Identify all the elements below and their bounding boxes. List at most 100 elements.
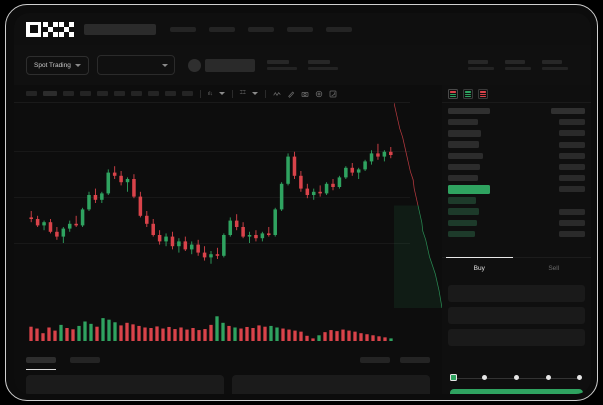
orderbook-amount-cell [559, 119, 585, 126]
panel-left[interactable] [26, 375, 224, 394]
orderbook-row[interactable] [448, 141, 585, 149]
trading-pair-dropdown[interactable] [96, 55, 175, 75]
timeframe-1mo[interactable] [165, 91, 176, 96]
amount-percent-slider[interactable] [450, 373, 583, 383]
timeframe-1m[interactable] [26, 91, 37, 96]
panel-right[interactable] [232, 375, 430, 394]
orderbook-amount-cell [559, 152, 585, 159]
chart-toolbar: ıl↓ ⌶⌶ [14, 85, 410, 103]
buy-sell-tabs: Buy Sell [442, 257, 591, 279]
stat-value [307, 66, 338, 70]
orderbook-price-cell [448, 219, 477, 227]
pencil-icon[interactable] [287, 90, 295, 98]
stat-24h-high [307, 60, 338, 70]
fullscreen-icon[interactable] [329, 90, 337, 98]
slider-stop-75[interactable] [546, 375, 551, 380]
tab-assets[interactable] [360, 357, 390, 363]
orderbook-price-cell [448, 163, 480, 171]
orderbook-row[interactable] [448, 152, 585, 160]
orderbook-row[interactable] [448, 219, 585, 227]
slider-stop-100[interactable] [577, 375, 582, 380]
okx-logo-icon[interactable] [26, 21, 74, 37]
orderbook-amount-cell [559, 231, 585, 238]
indicator-label-icon[interactable]: ıl↓ [208, 90, 213, 97]
orderbook-row[interactable] [448, 197, 585, 205]
orderbook-mode-bids[interactable] [463, 88, 473, 99]
orderbook-amount-cell [551, 108, 585, 114]
tab-sell[interactable]: Sell [548, 265, 560, 272]
stat-label [542, 60, 562, 64]
nav-item-5[interactable] [326, 26, 352, 32]
camera-icon[interactable] [301, 90, 309, 98]
pair-coin-avatar [187, 58, 201, 72]
tab-buy[interactable]: Buy [442, 257, 517, 279]
orders-tab-bar [14, 349, 442, 371]
market-ticker-bar: Spot Trading [14, 45, 591, 85]
orderbook-row[interactable] [448, 230, 585, 238]
stat-24h-volume [505, 60, 531, 70]
timeframe-more[interactable] [182, 91, 193, 96]
stat-value [468, 66, 494, 70]
orderbook-mode-toggles [442, 85, 591, 103]
orderbook-header-row [448, 107, 585, 115]
order-amount-field[interactable] [448, 307, 585, 324]
order-price-field[interactable] [448, 285, 585, 302]
buy-submit-button[interactable] [450, 389, 583, 394]
orderbook-amount-cell [559, 219, 585, 226]
orderbook-row[interactable] [448, 163, 585, 171]
tab-order-history[interactable] [70, 357, 100, 363]
orders-tab-right-group [360, 357, 430, 363]
app-screen: Spot Trading [14, 13, 591, 394]
nav-item-2[interactable] [209, 26, 235, 32]
tab-open-orders[interactable] [26, 357, 56, 370]
gear-icon[interactable] [315, 90, 323, 98]
orderbook-row[interactable] [448, 208, 585, 216]
orderbook-row[interactable] [448, 185, 585, 194]
timeframe-1d[interactable] [131, 91, 142, 96]
search-input[interactable] [84, 23, 156, 35]
nav-item-3[interactable] [248, 26, 274, 32]
orderbook-amount-cell [559, 208, 585, 215]
chevron-down-icon [74, 63, 81, 67]
market-depth-chart [394, 103, 442, 308]
chart-type-icon[interactable]: ⌶⌶ [239, 90, 246, 96]
orderbook-price-cell [448, 130, 481, 137]
nav-item-1[interactable] [170, 26, 196, 32]
trading-mode-dropdown[interactable]: Spot Trading [26, 55, 89, 75]
slider-stop-0[interactable] [450, 374, 457, 381]
order-book[interactable] [442, 103, 591, 255]
timeframe-1h[interactable] [97, 91, 108, 96]
order-total-field[interactable] [448, 329, 585, 346]
orderbook-price-cell [448, 197, 476, 204]
stat-value [266, 66, 297, 70]
slider-stop-25[interactable] [482, 375, 487, 380]
orderbook-mode-asks[interactable] [478, 88, 488, 99]
slider-stop-50[interactable] [514, 375, 519, 380]
volume-histogram [29, 316, 393, 341]
orderbook-row[interactable] [448, 118, 585, 126]
orders-content-panels [14, 375, 442, 394]
orderbook-price-cell [448, 174, 478, 182]
timeframe-5m[interactable] [43, 91, 57, 96]
logo-k [42, 21, 58, 37]
orderbook-price-cell [448, 185, 490, 194]
tab-positions[interactable] [400, 357, 430, 363]
price-chart-panel[interactable] [14, 103, 410, 349]
timeframe-15m[interactable] [63, 91, 74, 96]
last-price-value [204, 58, 255, 72]
orderbook-amount-cell [559, 130, 585, 137]
chart-type-chevron-down-icon[interactable] [251, 92, 258, 95]
orderbook-amount-cell [559, 186, 585, 193]
orderbook-row[interactable] [448, 174, 585, 182]
line-tool-icon[interactable] [272, 90, 281, 98]
orderbook-mode-both[interactable] [448, 88, 458, 99]
nav-item-4[interactable] [287, 26, 313, 32]
stat-label [266, 60, 289, 64]
indicator-chevron-down-icon[interactable] [218, 92, 225, 95]
orderbook-row[interactable] [448, 129, 585, 137]
timeframe-1w[interactable] [148, 91, 159, 96]
logo-o [26, 21, 41, 37]
timeframe-4h[interactable] [114, 91, 125, 96]
orderbook-price-cell [448, 107, 490, 115]
timeframe-30m[interactable] [80, 91, 91, 96]
